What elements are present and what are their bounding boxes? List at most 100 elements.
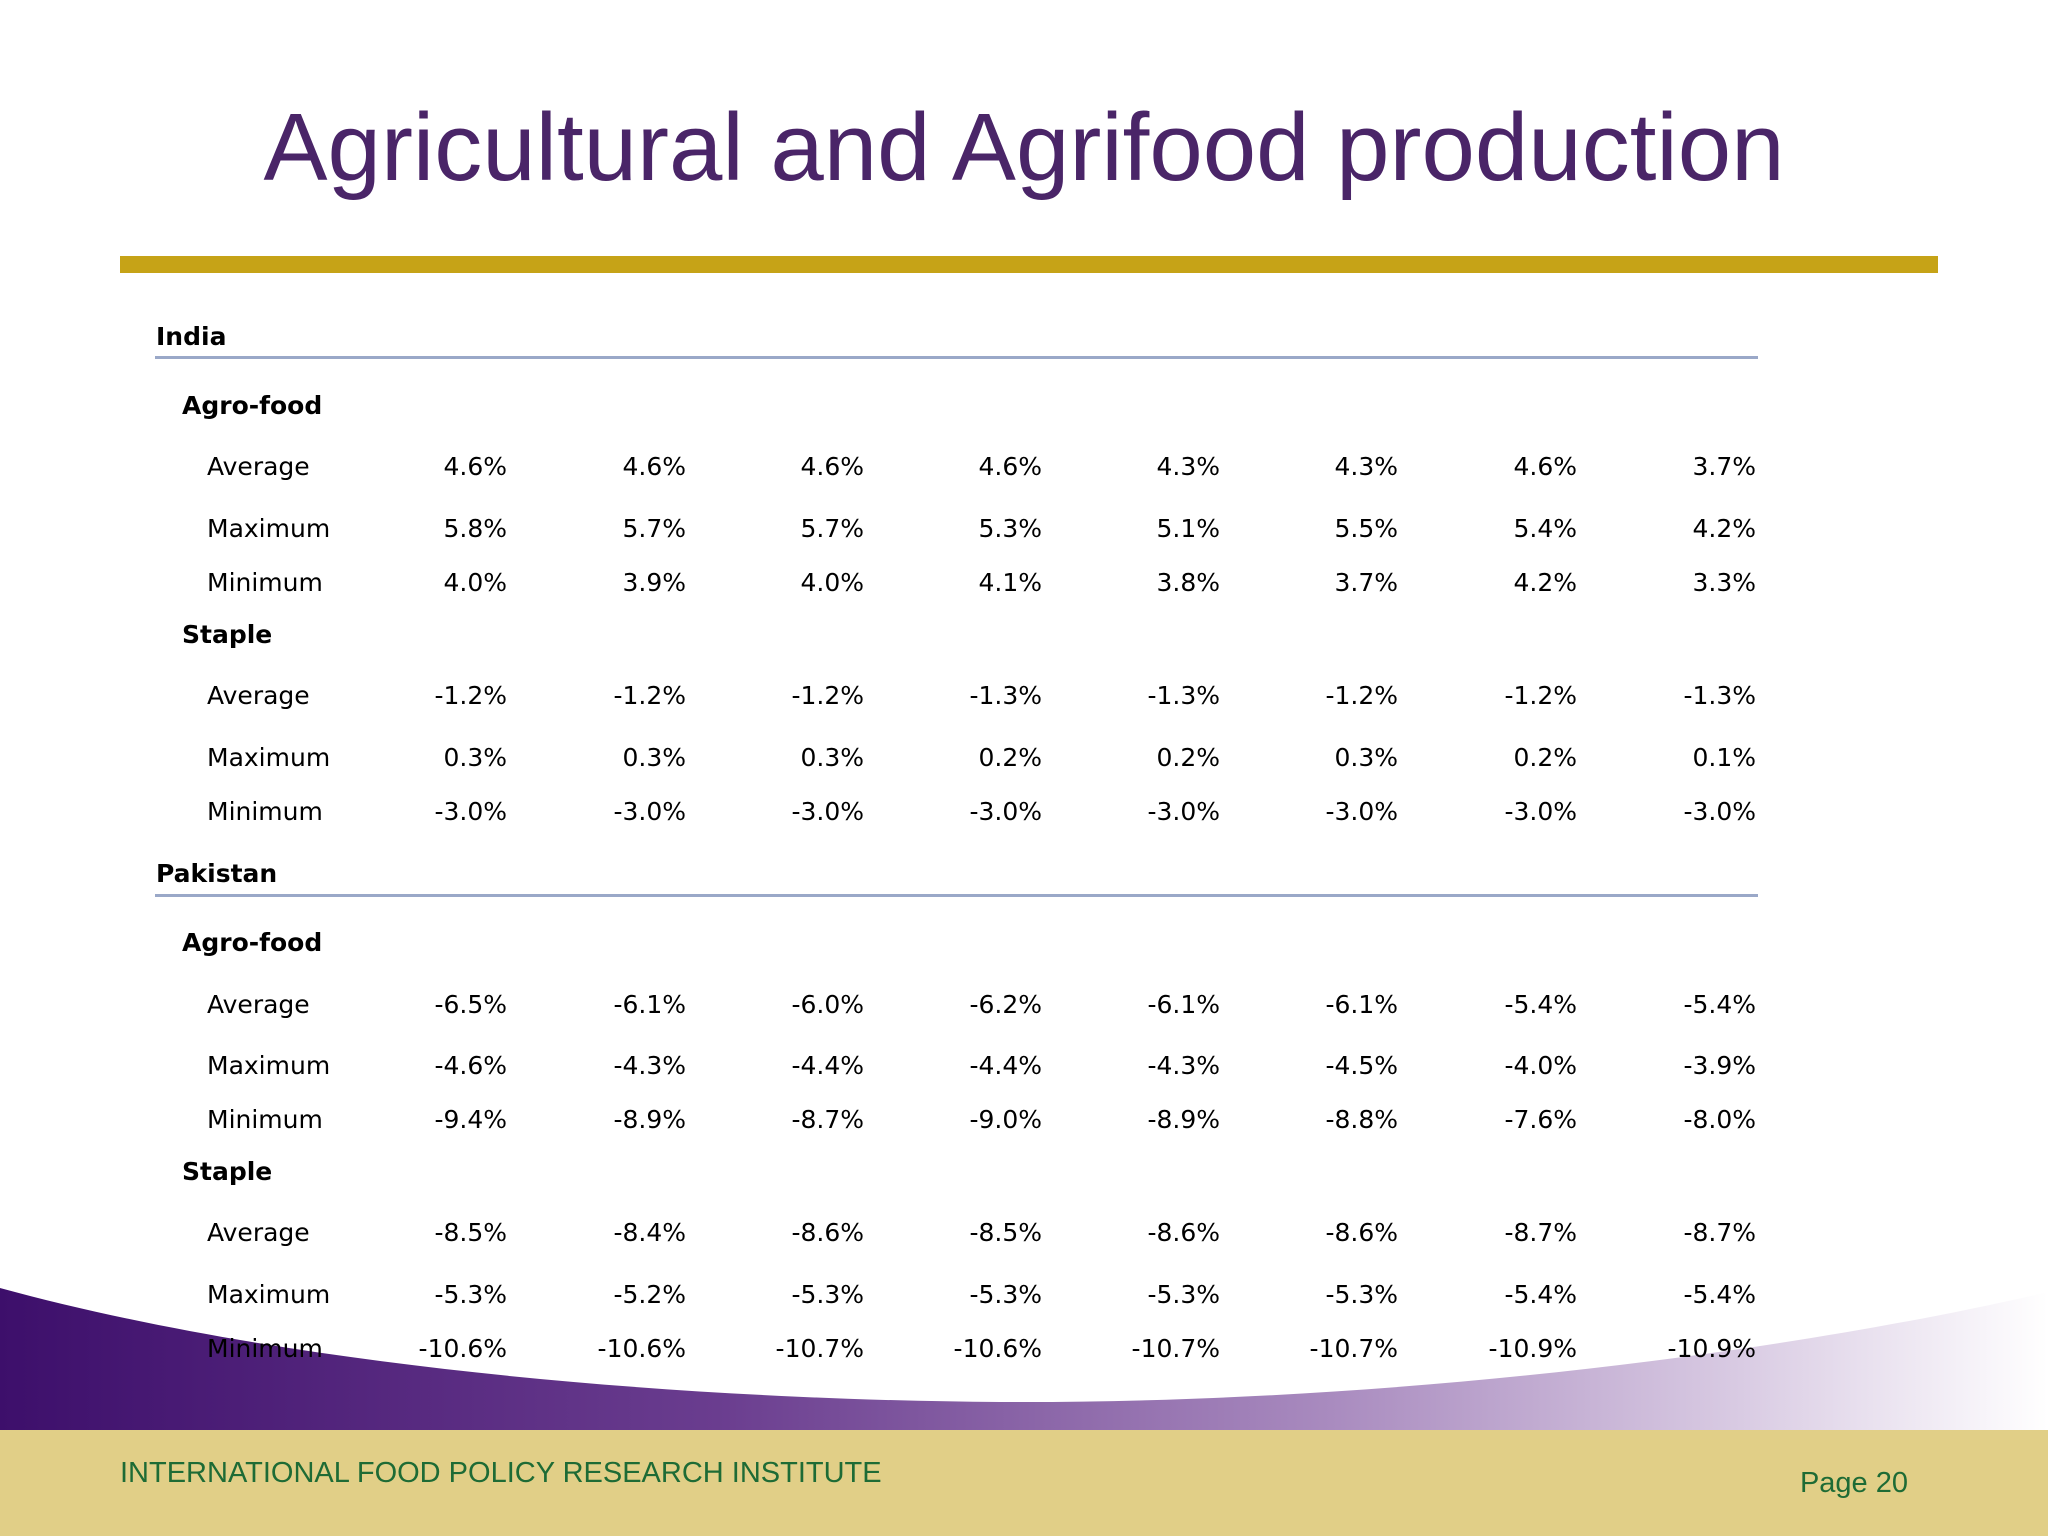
country-divider — [155, 894, 1758, 897]
row-label: Minimum — [207, 1334, 323, 1363]
row-label: Maximum — [207, 743, 331, 772]
table-cell: -4.3% — [1147, 1051, 1220, 1080]
table-cell: 4.6% — [622, 452, 686, 481]
row-label: Average — [207, 681, 310, 710]
table-cell: 4.3% — [1334, 452, 1398, 481]
table-cell: -5.3% — [1147, 1280, 1220, 1309]
table-cell: -8.5% — [434, 1218, 507, 1247]
country-label: India — [156, 322, 227, 351]
table-cell: -8.8% — [1325, 1105, 1398, 1134]
table-cell: -1.2% — [1325, 681, 1398, 710]
table-cell: 4.0% — [800, 568, 864, 597]
table-cell: -9.4% — [434, 1105, 507, 1134]
table-cell: 5.3% — [978, 514, 1042, 543]
table-cell: 3.7% — [1334, 568, 1398, 597]
table-cell: -3.9% — [1683, 1051, 1756, 1080]
row-label: Minimum — [207, 1105, 323, 1134]
table-cell: -9.0% — [969, 1105, 1042, 1134]
table-cell: -3.0% — [1683, 797, 1756, 826]
table-cell: 0.2% — [978, 743, 1042, 772]
table-cell: -1.2% — [434, 681, 507, 710]
title-rule — [120, 256, 1938, 273]
table-cell: -10.7% — [1131, 1334, 1220, 1363]
table-cell: 4.0% — [443, 568, 507, 597]
table-cell: -10.6% — [597, 1334, 686, 1363]
table-cell: 4.2% — [1692, 514, 1756, 543]
table-cell: -1.3% — [969, 681, 1042, 710]
table-cell: -10.7% — [1309, 1334, 1398, 1363]
table-cell: 0.3% — [1334, 743, 1398, 772]
footer-bar — [0, 1430, 2048, 1536]
table-cell: 0.3% — [800, 743, 864, 772]
table-cell: -8.7% — [1504, 1218, 1577, 1247]
table-cell: 4.6% — [443, 452, 507, 481]
table-cell: -4.3% — [613, 1051, 686, 1080]
table-cell: -10.9% — [1667, 1334, 1756, 1363]
table-cell: -1.2% — [791, 681, 864, 710]
table-cell: -3.0% — [969, 797, 1042, 826]
slide-title: Agricultural and Agrifood production — [263, 94, 1785, 201]
group-label: Agro-food — [182, 928, 323, 957]
table-cell: -1.3% — [1683, 681, 1756, 710]
table-cell: 4.3% — [1156, 452, 1220, 481]
table-cell: 3.8% — [1156, 568, 1220, 597]
table-cell: -10.6% — [418, 1334, 507, 1363]
table-cell: -8.0% — [1683, 1105, 1756, 1134]
table-cell: -8.7% — [791, 1105, 864, 1134]
table-cell: 4.6% — [1513, 452, 1577, 481]
table-cell: -6.1% — [613, 990, 686, 1019]
table-cell: 5.7% — [622, 514, 686, 543]
page-number: Page 20 — [1799, 1467, 1908, 1499]
group-label: Agro-food — [182, 391, 323, 420]
row-label: Minimum — [207, 797, 323, 826]
table-cell: -8.6% — [1325, 1218, 1398, 1247]
table-cell: 4.1% — [978, 568, 1042, 597]
row-label: Average — [207, 1218, 310, 1247]
table-cell: -1.2% — [613, 681, 686, 710]
group-label: Staple — [182, 1157, 273, 1186]
table-cell: -6.1% — [1147, 990, 1220, 1019]
table-cell: 0.2% — [1513, 743, 1577, 772]
table-cell: 0.1% — [1692, 743, 1756, 772]
table-cell: -6.1% — [1325, 990, 1398, 1019]
table-cell: 5.1% — [1156, 514, 1220, 543]
table-cell: -10.6% — [953, 1334, 1042, 1363]
table-cell: -7.6% — [1504, 1105, 1577, 1134]
table-cell: -1.3% — [1147, 681, 1220, 710]
table-cell: -4.4% — [969, 1051, 1042, 1080]
table-cell: 5.7% — [800, 514, 864, 543]
table-cell: -8.7% — [1683, 1218, 1756, 1247]
table-cell: -5.3% — [1325, 1280, 1398, 1309]
table-cell: 4.2% — [1513, 568, 1577, 597]
row-label: Maximum — [207, 1051, 331, 1080]
table-cell: 3.9% — [622, 568, 686, 597]
table-cell: 0.3% — [443, 743, 507, 772]
table-cell: -5.4% — [1683, 990, 1756, 1019]
table-cell: 5.8% — [443, 514, 507, 543]
table-cell: -5.4% — [1504, 1280, 1577, 1309]
table-cell: -3.0% — [1504, 797, 1577, 826]
table-cell: -8.6% — [791, 1218, 864, 1247]
table-cell: 4.6% — [978, 452, 1042, 481]
country-label: Pakistan — [156, 859, 278, 888]
table-cell: -5.4% — [1683, 1280, 1756, 1309]
table-cell: -6.0% — [791, 990, 864, 1019]
table-cell: -3.0% — [434, 797, 507, 826]
table-cell: -10.7% — [775, 1334, 864, 1363]
row-label: Maximum — [207, 514, 331, 543]
table-cell: -8.5% — [969, 1218, 1042, 1247]
table-cell: 3.3% — [1692, 568, 1756, 597]
row-label: Average — [207, 990, 310, 1019]
table-cell: -6.2% — [969, 990, 1042, 1019]
table-cell: -3.0% — [1325, 797, 1398, 826]
row-label: Maximum — [207, 1280, 331, 1309]
table-cell: -3.0% — [613, 797, 686, 826]
table-cell: -10.9% — [1488, 1334, 1577, 1363]
table-cell: 5.5% — [1334, 514, 1398, 543]
table-cell: 5.4% — [1513, 514, 1577, 543]
table-cell: -8.9% — [613, 1105, 686, 1134]
table-cell: -4.6% — [434, 1051, 507, 1080]
table-cell: -5.3% — [969, 1280, 1042, 1309]
table-cell: -1.2% — [1504, 681, 1577, 710]
